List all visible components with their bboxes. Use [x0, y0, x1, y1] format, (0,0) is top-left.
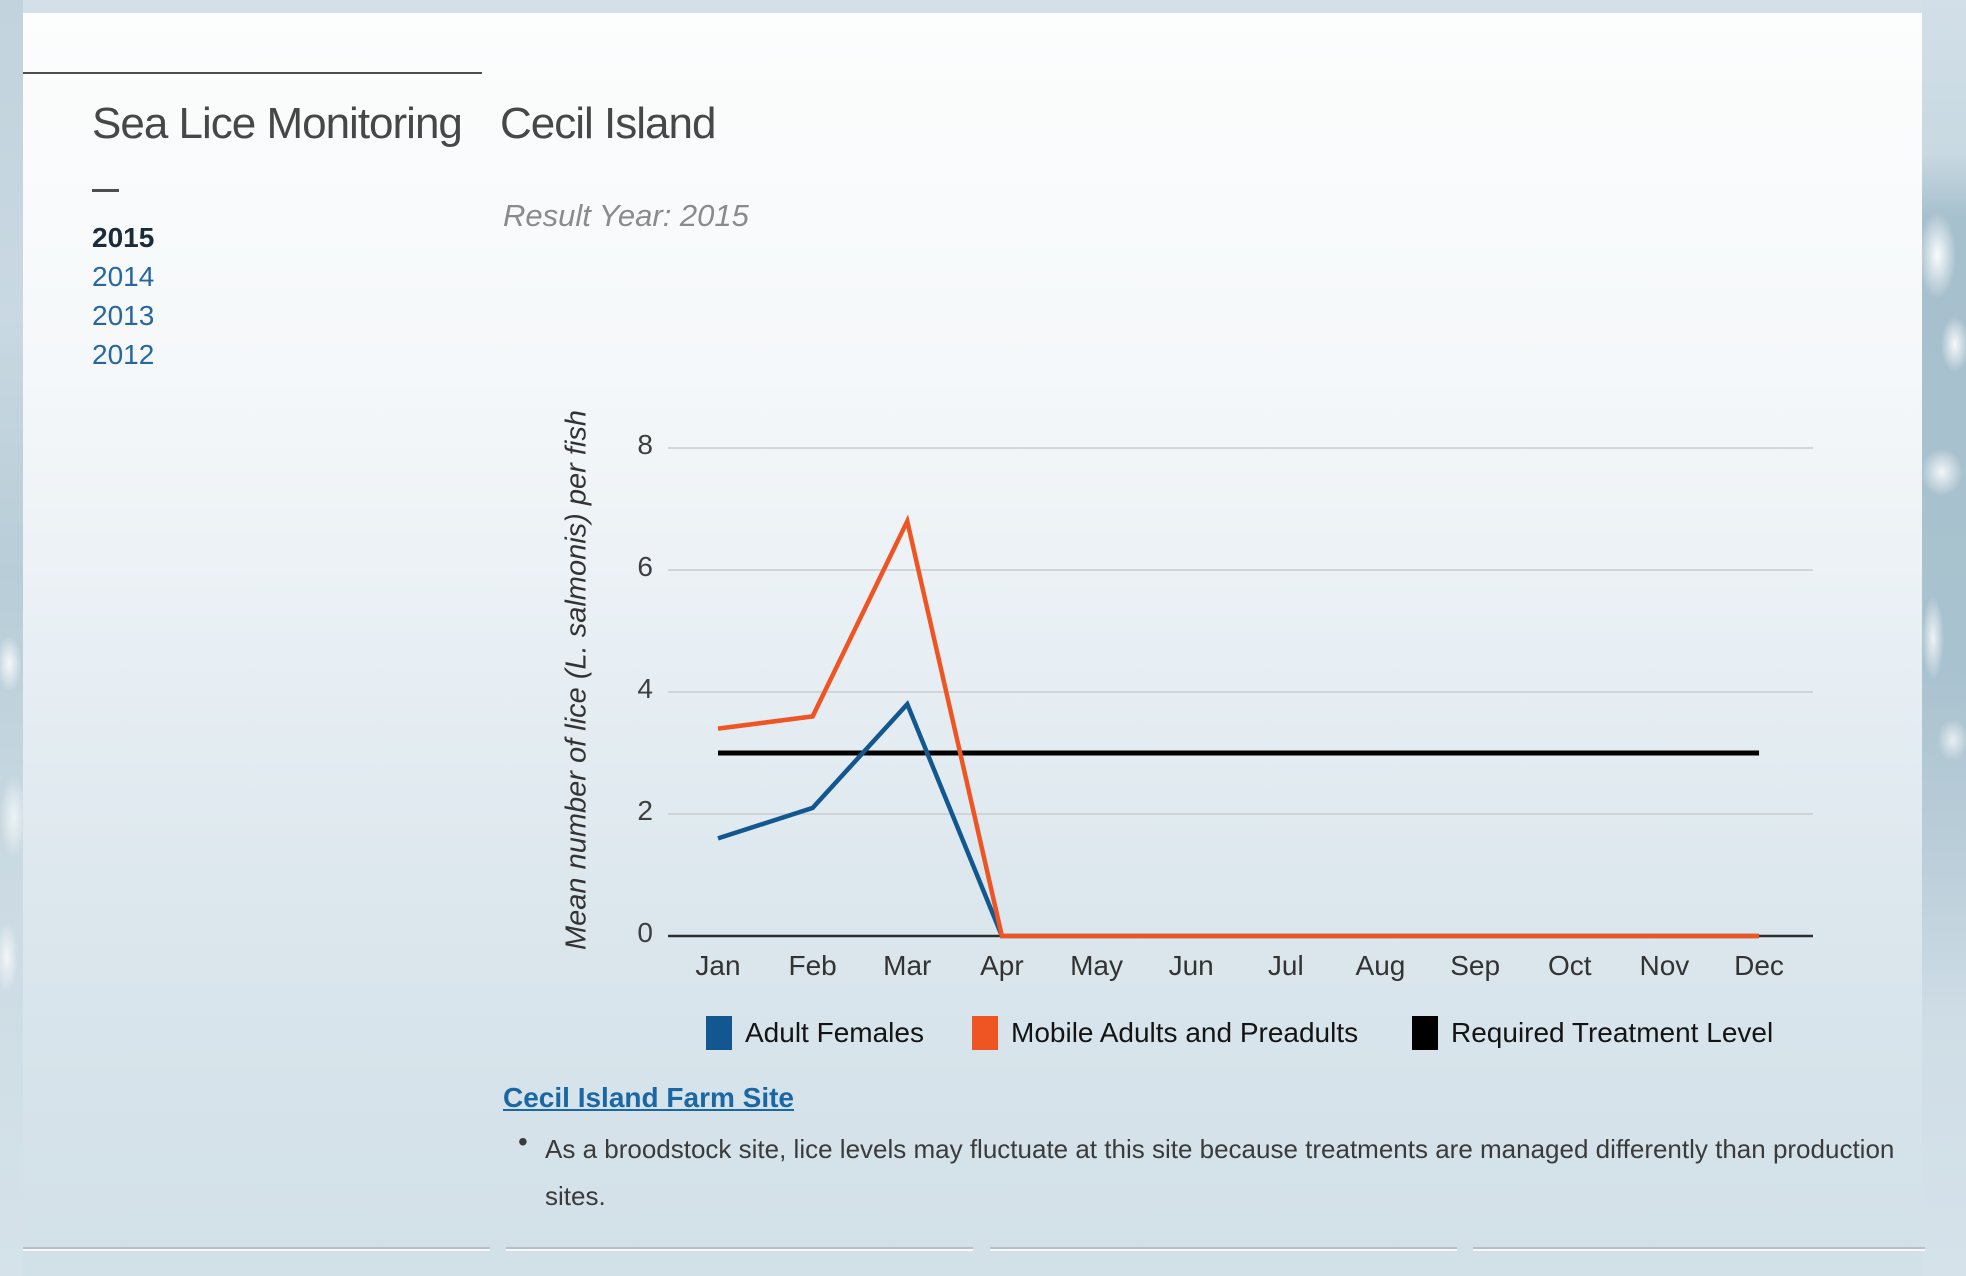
- year-link-2013[interactable]: 2013: [92, 300, 155, 331]
- x-tick-label: Jan: [695, 950, 741, 981]
- x-tick-label: Jun: [1168, 950, 1214, 981]
- page-title-monitoring: Sea Lice Monitoring: [92, 99, 463, 148]
- dash-separator: [92, 189, 119, 192]
- decorative-mountain-background-right: [1922, 0, 1966, 1276]
- legend-item: Required Treatment Level: [1412, 1016, 1773, 1050]
- year-list: 2015 2014 2013 2012: [92, 218, 292, 374]
- x-tick-label: Sep: [1450, 950, 1501, 981]
- decorative-background-left: [0, 0, 23, 1276]
- year-link-2015: 2015: [92, 222, 155, 253]
- y-tick-label: 0: [637, 917, 653, 948]
- x-tick-label: Oct: [1547, 950, 1592, 981]
- farm-site-link[interactable]: Cecil Island Farm Site: [503, 1082, 794, 1113]
- content-card: Sea Lice Monitoring Cecil Island 2015 201…: [23, 13, 1922, 1276]
- x-tick-label: Dec: [1734, 950, 1784, 981]
- x-tick-label: Feb: [788, 950, 837, 981]
- section-divider: [506, 1247, 973, 1251]
- year-link-2014[interactable]: 2014: [92, 261, 155, 292]
- legend-item: Adult Females: [706, 1016, 924, 1050]
- section-divider: [23, 1247, 490, 1251]
- y-tick-label: 6: [637, 551, 653, 582]
- result-year-label: Result Year: 2015: [503, 198, 749, 233]
- site-note-text: As a broodstock site, lice levels may fl…: [545, 1134, 1895, 1211]
- page-title-site-name: Cecil Island: [500, 99, 716, 148]
- x-tick-label: Mar: [883, 950, 932, 981]
- section-divider: [990, 1247, 1457, 1251]
- y-tick-label: 4: [637, 673, 653, 704]
- legend-label: Mobile Adults and Preadults: [1011, 1017, 1359, 1048]
- y-tick-label: 2: [637, 795, 653, 826]
- x-tick-label: Aug: [1355, 950, 1406, 981]
- y-tick-label: 8: [637, 429, 653, 460]
- section-divider: [1473, 1247, 1925, 1251]
- x-tick-label: Nov: [1639, 950, 1690, 981]
- title-divider: [23, 72, 482, 74]
- legend-item: Mobile Adults and Preadults: [972, 1016, 1358, 1050]
- x-tick-label: May: [1070, 950, 1123, 981]
- site-note: • As a broodstock site, lice levels may …: [518, 1126, 1908, 1220]
- bullet-marker: •: [518, 1126, 528, 1157]
- x-tick-label: Jul: [1267, 950, 1304, 981]
- series-line: [717, 700, 1760, 939]
- legend-swatch-icon: [972, 1016, 998, 1050]
- legend-label: Adult Females: [745, 1017, 924, 1048]
- sea-lice-line-chart: [668, 447, 1813, 939]
- year-link-2012[interactable]: 2012: [92, 339, 155, 370]
- legend-swatch-icon: [1412, 1016, 1438, 1050]
- legend-swatch-icon: [706, 1016, 732, 1050]
- x-tick-label: Apr: [980, 950, 1024, 981]
- legend-label: Required Treatment Level: [1451, 1017, 1774, 1048]
- series-line: [717, 514, 1760, 939]
